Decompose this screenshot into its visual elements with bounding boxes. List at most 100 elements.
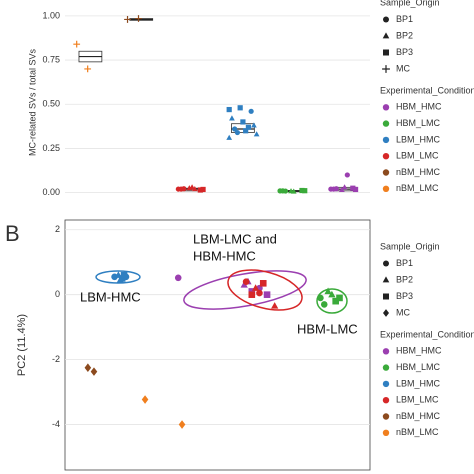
legend-swatch xyxy=(382,120,390,127)
point xyxy=(226,106,232,113)
point xyxy=(237,105,243,111)
point xyxy=(243,128,249,134)
legend-label: LBM_LMC xyxy=(396,395,439,405)
panel-label: B xyxy=(5,221,20,246)
point xyxy=(251,284,260,291)
point xyxy=(344,172,350,178)
point xyxy=(302,188,308,194)
legend-swatch xyxy=(382,429,390,436)
point xyxy=(299,187,305,194)
legend-title: Experimental_Condition xyxy=(380,329,474,339)
point xyxy=(328,290,336,298)
point xyxy=(232,126,238,132)
ellipse-hbm-lmc xyxy=(316,288,348,314)
point xyxy=(333,186,339,192)
legend-title: Experimental_Condition xyxy=(380,85,474,95)
annotation: LBM-HMC xyxy=(80,289,141,304)
legend-swatch xyxy=(382,136,390,144)
legend-label: BP1 xyxy=(396,258,413,268)
point xyxy=(226,134,233,140)
point xyxy=(383,16,389,23)
point xyxy=(229,115,235,121)
point xyxy=(290,188,297,194)
legend-label: LBM_HMC xyxy=(396,378,441,388)
legend-swatch xyxy=(382,348,390,355)
point xyxy=(73,40,81,48)
legend-label: LBM_LMC xyxy=(396,151,439,161)
ellipse-lbm-lmc xyxy=(227,269,303,311)
point xyxy=(84,363,92,373)
point xyxy=(178,420,186,429)
y-tick-label: 2 xyxy=(55,224,60,234)
point xyxy=(338,186,345,193)
legend-label: BP3 xyxy=(396,291,413,301)
point xyxy=(248,291,256,298)
point xyxy=(383,49,389,56)
y-tick-label: -4 xyxy=(52,419,60,429)
point xyxy=(135,15,142,22)
point xyxy=(256,289,263,297)
point xyxy=(181,186,187,192)
legend-title: Sample_Origin xyxy=(380,241,440,251)
legend-label: nBM_LMC xyxy=(396,183,439,193)
legend-label: BP2 xyxy=(396,274,413,284)
legend-swatch xyxy=(382,185,390,192)
legend-swatch xyxy=(382,364,390,371)
y-axis-label: MC-related SVs / total SVs xyxy=(27,48,37,156)
point xyxy=(341,184,348,190)
legend-swatch xyxy=(382,169,390,176)
point xyxy=(120,271,128,279)
ellipse-lbm-hmc xyxy=(95,270,141,284)
point xyxy=(383,309,389,317)
point xyxy=(90,367,98,376)
point xyxy=(382,32,390,39)
point xyxy=(242,278,250,285)
point xyxy=(350,185,356,191)
point xyxy=(259,280,267,287)
point xyxy=(141,395,149,404)
legend-label: nBM_HMC xyxy=(396,167,441,177)
y-tick-label: 0.00 xyxy=(42,187,60,197)
legend-label: HBM_LMC xyxy=(396,362,441,372)
annotation: LBM-LMC and xyxy=(193,231,277,246)
y-tick-label: 0.50 xyxy=(42,99,60,109)
point xyxy=(191,185,198,192)
legend-label: LBM_HMC xyxy=(396,134,441,144)
legend-label: BP3 xyxy=(396,47,413,57)
point xyxy=(263,291,271,298)
point xyxy=(251,122,257,128)
legend-label: BP2 xyxy=(396,30,413,40)
y-tick-label: 0.25 xyxy=(42,143,60,153)
y-tick-label: 1.00 xyxy=(42,10,60,20)
legend-label: MC xyxy=(396,63,410,73)
plot-a-background xyxy=(65,0,370,205)
legend-label: BP1 xyxy=(396,14,413,24)
ellipse-hbm-hmc xyxy=(183,270,307,310)
point xyxy=(317,294,324,302)
legend-title: Sample_Origin xyxy=(380,0,440,7)
y-axis-label: PC2 (11.4%) xyxy=(16,314,28,376)
point xyxy=(124,16,131,23)
y-tick-label: -2 xyxy=(52,354,60,364)
point xyxy=(189,184,195,190)
legend-label: HBM_LMC xyxy=(396,118,441,128)
point xyxy=(320,301,328,308)
legend-swatch xyxy=(382,397,390,404)
legend-label: HBM_HMC xyxy=(396,102,442,112)
point xyxy=(174,274,182,282)
plot-b-background xyxy=(64,219,371,471)
point xyxy=(271,302,279,309)
point xyxy=(382,276,390,283)
point xyxy=(240,119,246,125)
point xyxy=(234,129,241,136)
point xyxy=(197,187,203,193)
legend-swatch xyxy=(382,413,390,420)
point xyxy=(352,186,359,193)
legend-swatch xyxy=(382,104,390,111)
legend-label: MC xyxy=(396,307,410,317)
point xyxy=(282,188,289,194)
y-tick-label: 0.75 xyxy=(42,54,60,64)
point xyxy=(248,108,254,114)
point xyxy=(336,294,343,302)
point xyxy=(383,260,389,267)
